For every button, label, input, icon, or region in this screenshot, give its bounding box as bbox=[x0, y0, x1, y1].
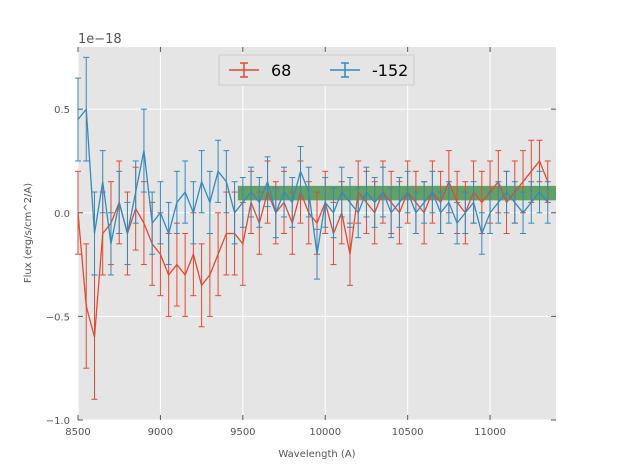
legend-entries: 68 -152 bbox=[229, 61, 408, 80]
series-layer bbox=[75, 56, 551, 400]
legend: 68 -152 bbox=[218, 54, 415, 86]
y-axis-label: Flux (erg/s/cm^2/A) bbox=[23, 183, 34, 283]
y-tick-label: −0.5 bbox=[46, 312, 70, 323]
y-offset-label: 1e−18 bbox=[78, 32, 122, 47]
tick-labels: 8500 9000 9500 10000 10500 11000 0.5 0.0 −0.5 −1.… bbox=[46, 105, 506, 438]
x-axis-label: Wavelength (A) bbox=[278, 449, 355, 460]
x-tick-label: 9500 bbox=[230, 427, 255, 438]
x-tick-label: 10000 bbox=[309, 427, 341, 438]
y-tick-label: −1.0 bbox=[46, 416, 70, 427]
x-tick-label: 10500 bbox=[392, 427, 424, 438]
y-tick-label: 0.5 bbox=[54, 105, 70, 116]
x-tick-label: 8500 bbox=[65, 427, 90, 438]
legend-label: 68 bbox=[271, 61, 291, 80]
x-tick-label: 11000 bbox=[474, 427, 506, 438]
legend-label: -152 bbox=[372, 61, 408, 80]
axis-ticks bbox=[77, 47, 556, 421]
series-1 bbox=[75, 56, 551, 280]
series-line bbox=[77, 159, 549, 338]
series-line bbox=[77, 107, 549, 255]
x-tick-label: 9000 bbox=[148, 427, 173, 438]
y-tick-label: 0.0 bbox=[54, 209, 70, 220]
